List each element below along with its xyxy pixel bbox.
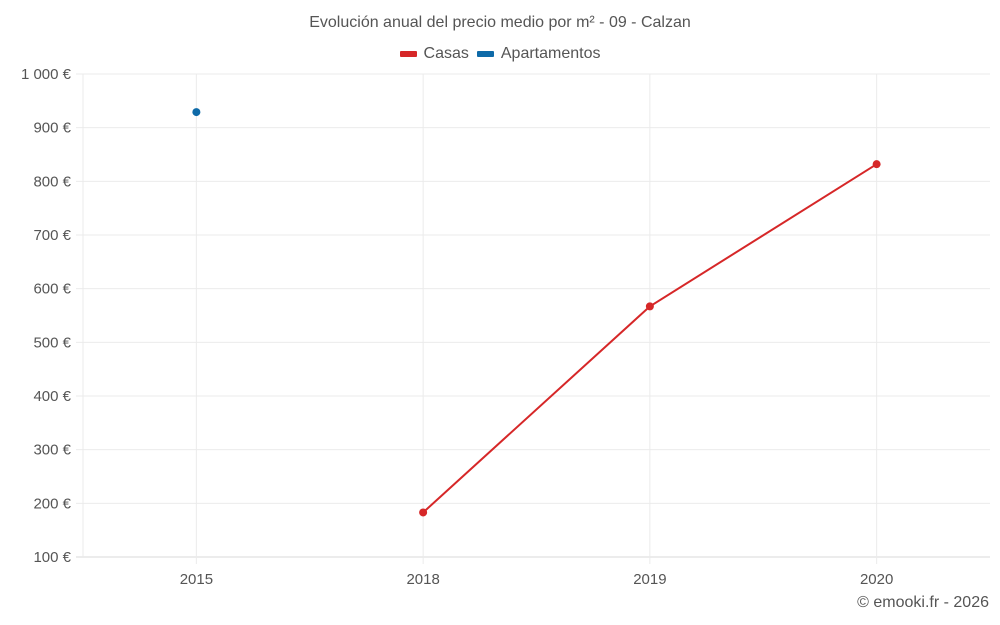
legend-item-casas[interactable]: Casas	[399, 45, 469, 63]
y-tick-label: 500 €	[33, 334, 71, 351]
y-tick-label: 400 €	[33, 388, 71, 405]
data-point-casas[interactable]	[645, 302, 654, 311]
data-point-apartamentos[interactable]	[192, 108, 201, 117]
legend-swatch-apartamentos	[476, 51, 494, 57]
chart-title: Evolución anual del precio medio por m² …	[309, 14, 691, 31]
y-tick-label: 100 €	[33, 549, 71, 566]
legend-item-apartamentos[interactable]: Apartamentos	[476, 45, 601, 63]
y-tick-label: 300 €	[33, 442, 71, 459]
y-tick-label: 700 €	[33, 227, 71, 244]
x-tick-label: 2015	[180, 571, 213, 588]
series-layer	[192, 108, 881, 517]
legend-swatch-casas	[399, 51, 417, 57]
x-tick-label: 2020	[860, 571, 893, 588]
legend-label-apartamentos: Apartamentos	[500, 45, 601, 62]
legend: Casas Apartamentos	[0, 45, 1000, 63]
x-tick-label: 2018	[406, 571, 439, 588]
gridlines	[76, 73, 990, 564]
data-point-casas[interactable]	[419, 508, 428, 517]
y-axis: 100 € 200 € 300 € 400 € 500 € 600 € 700 € 800 €…	[21, 66, 72, 566]
credit-text: © emooki.fr - 2026	[857, 594, 989, 611]
y-tick-label: 1 000 €	[21, 66, 72, 83]
legend-label-casas: Casas	[423, 45, 469, 62]
x-axis: 2015 2018 2019 2020	[180, 571, 894, 588]
x-tick-label: 2019	[633, 571, 666, 588]
y-tick-label: 900 €	[33, 120, 71, 137]
y-tick-label: 600 €	[33, 281, 71, 298]
data-point-casas[interactable]	[872, 160, 881, 169]
y-tick-label: 800 €	[33, 173, 71, 190]
y-tick-label: 200 €	[33, 495, 71, 512]
